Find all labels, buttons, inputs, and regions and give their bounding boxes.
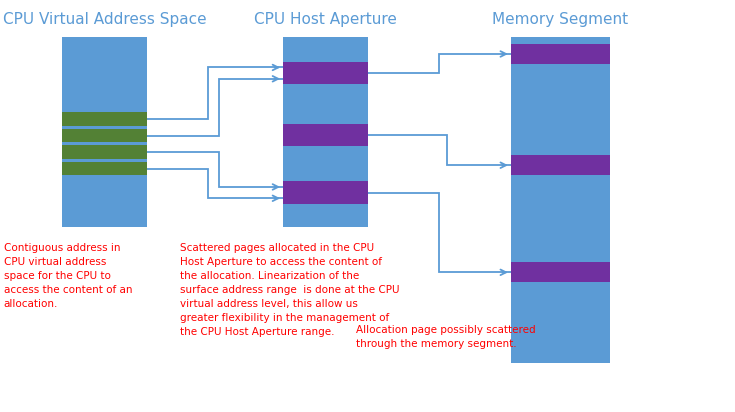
Bar [62, 37, 147, 227]
Bar [62, 145, 147, 159]
Bar [62, 129, 147, 142]
Text: Scattered pages allocated in the CPU
Host Aperture to access the content of
the : Scattered pages allocated in the CPU Hos… [180, 243, 400, 337]
Text: CPU Host Aperture: CPU Host Aperture [254, 12, 397, 27]
Bar [283, 62, 368, 84]
Bar [62, 162, 147, 175]
Bar [283, 124, 368, 146]
Bar [511, 37, 610, 363]
Bar [283, 181, 368, 204]
Bar [511, 44, 610, 64]
Text: Memory Segment: Memory Segment [492, 12, 628, 27]
Text: CPU Virtual Address Space: CPU Virtual Address Space [3, 12, 207, 27]
Text: Allocation page possibly scattered
through the memory segment.: Allocation page possibly scattered throu… [356, 325, 536, 349]
Bar [511, 155, 610, 175]
Bar [283, 37, 368, 227]
Bar [511, 262, 610, 282]
Text: Contiguous address in
CPU virtual address
space for the CPU to
access the conten: Contiguous address in CPU virtual addres… [4, 243, 132, 309]
Bar [62, 112, 147, 126]
